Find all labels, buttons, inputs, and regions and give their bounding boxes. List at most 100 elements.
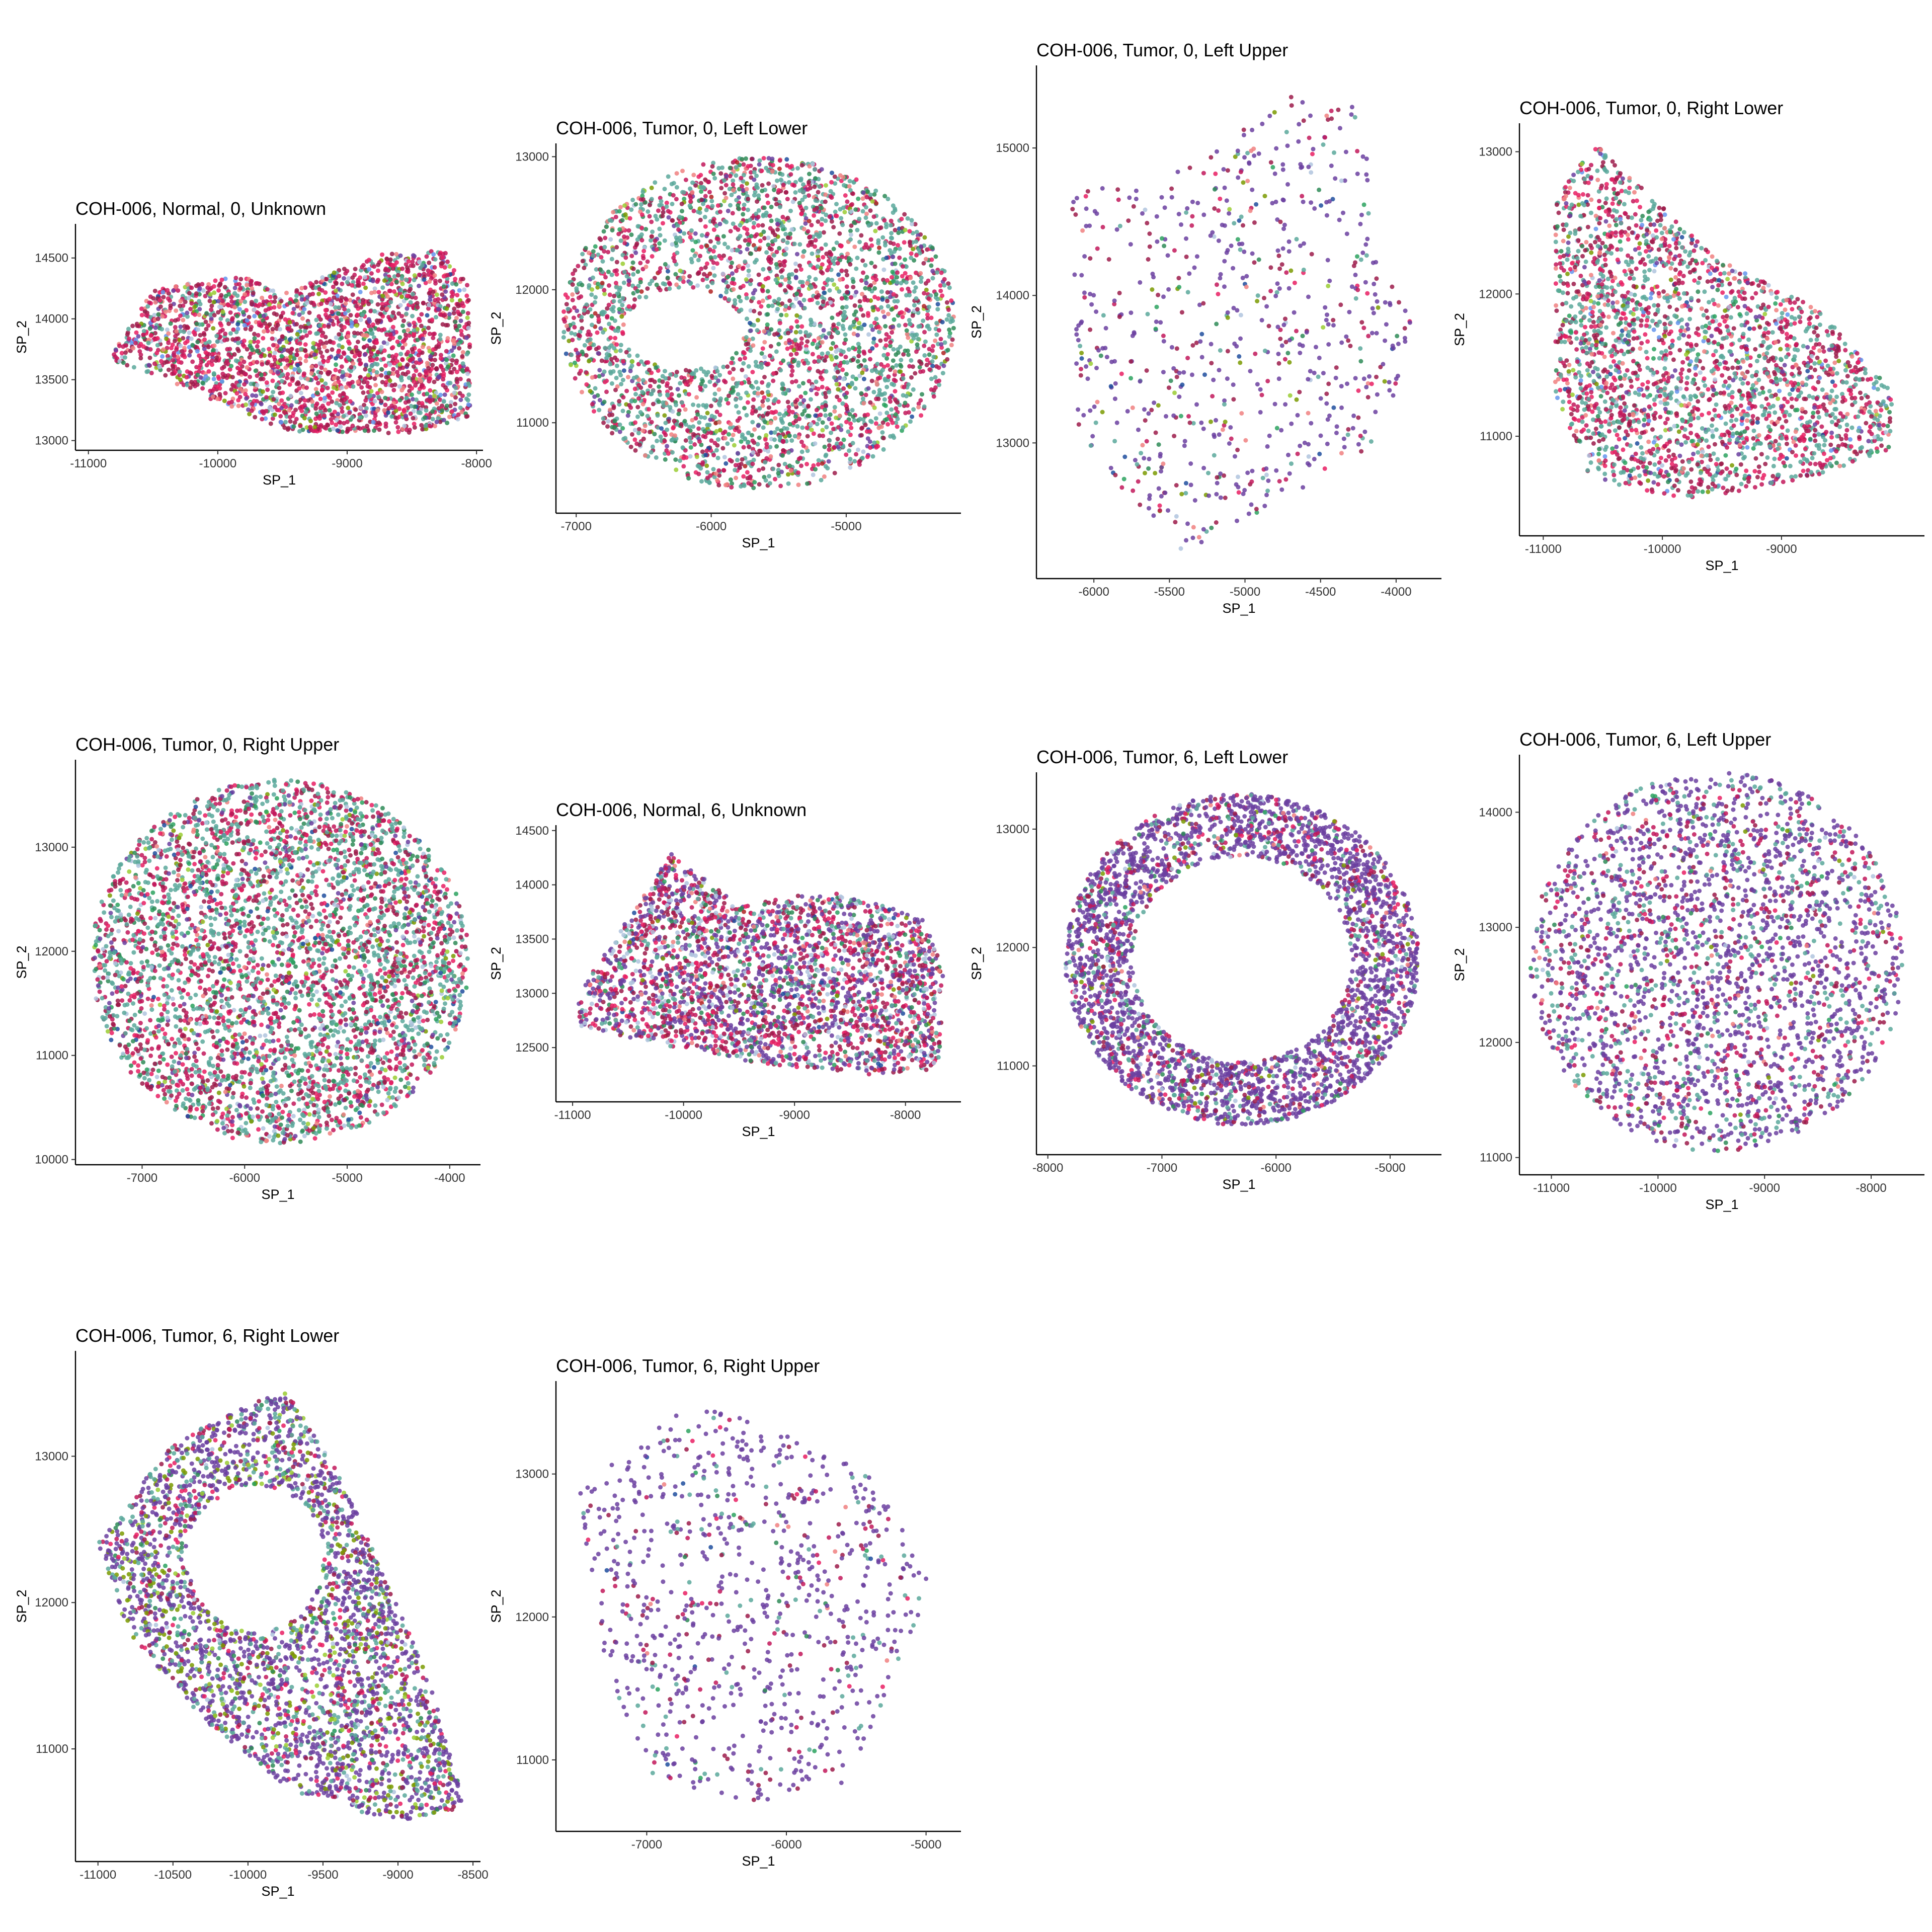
data-point (733, 397, 738, 402)
data-point (569, 362, 574, 367)
data-point (331, 426, 336, 431)
data-point (410, 259, 415, 264)
data-point (255, 383, 260, 388)
data-point (316, 343, 321, 348)
data-point (369, 364, 374, 369)
data-point (196, 327, 201, 332)
data-point (770, 303, 775, 308)
data-point (389, 252, 394, 257)
data-point (395, 273, 400, 278)
data-point (190, 343, 195, 348)
data-point (731, 188, 736, 193)
data-point (699, 479, 704, 484)
data-point (379, 373, 384, 378)
data-point (326, 393, 331, 398)
data-point (177, 338, 182, 343)
data-point (809, 222, 814, 227)
data-point (913, 270, 918, 275)
data-point (798, 455, 803, 460)
data-point (576, 333, 581, 338)
data-point (771, 466, 776, 471)
data-point (751, 343, 756, 348)
data-point (232, 285, 237, 290)
data-point (362, 352, 367, 357)
data-point (230, 375, 235, 380)
data-point (893, 378, 898, 383)
data-point (151, 296, 156, 301)
data-point (423, 423, 428, 428)
data-point (177, 360, 182, 364)
data-point (752, 177, 757, 182)
data-point (148, 347, 153, 352)
data-point (801, 182, 806, 187)
data-point (347, 341, 352, 346)
data-point (671, 426, 676, 431)
data-point (731, 277, 736, 281)
data-point (714, 448, 719, 453)
data-point (850, 202, 854, 207)
data-point (856, 447, 860, 452)
data-point (302, 348, 307, 353)
data-point (659, 199, 664, 204)
data-point (229, 299, 234, 304)
data-point (735, 451, 740, 456)
data-point (308, 281, 313, 286)
data-point (171, 364, 176, 369)
data-point (756, 386, 761, 391)
data-point (210, 394, 215, 399)
data-point (638, 261, 643, 266)
data-point (278, 414, 283, 419)
data-point (392, 289, 396, 294)
data-point (746, 268, 751, 273)
data-point (674, 422, 679, 427)
data-point (437, 375, 442, 380)
data-point (399, 276, 405, 281)
data-point (906, 335, 911, 340)
data-point (369, 389, 374, 394)
data-point (336, 412, 341, 417)
data-point (729, 264, 734, 269)
data-point (752, 308, 757, 313)
data-point (598, 237, 603, 242)
data-point (445, 273, 450, 278)
data-point (342, 421, 347, 426)
data-point (874, 221, 879, 226)
data-point (606, 250, 611, 255)
data-point (708, 255, 713, 260)
data-point (787, 433, 792, 438)
data-point (378, 311, 383, 316)
data-point (245, 318, 250, 323)
data-point (404, 414, 409, 419)
data-point (345, 318, 350, 324)
data-point (763, 437, 768, 442)
data-point (185, 282, 190, 287)
data-point (769, 204, 774, 209)
data-point (131, 365, 136, 370)
data-point (398, 287, 404, 292)
data-point (283, 365, 288, 370)
data-point (864, 275, 869, 280)
data-point (166, 367, 171, 372)
data-point (417, 272, 422, 277)
data-point (376, 268, 380, 273)
data-point (330, 309, 335, 314)
data-point (762, 355, 767, 360)
data-point (441, 377, 446, 382)
data-point (289, 403, 294, 408)
data-point (734, 404, 739, 409)
y-tick-label: 14500 (35, 252, 68, 265)
data-point (262, 353, 267, 358)
data-point (338, 393, 343, 398)
data-point (701, 162, 706, 167)
data-point (868, 419, 873, 424)
data-point (643, 264, 649, 269)
data-point (789, 325, 794, 330)
data-point (874, 316, 879, 321)
data-point (252, 307, 257, 312)
data-point (716, 236, 721, 242)
data-point (215, 339, 220, 344)
data-point (357, 352, 362, 357)
data-point (294, 352, 299, 357)
data-point (686, 392, 691, 397)
data-point (348, 298, 353, 302)
